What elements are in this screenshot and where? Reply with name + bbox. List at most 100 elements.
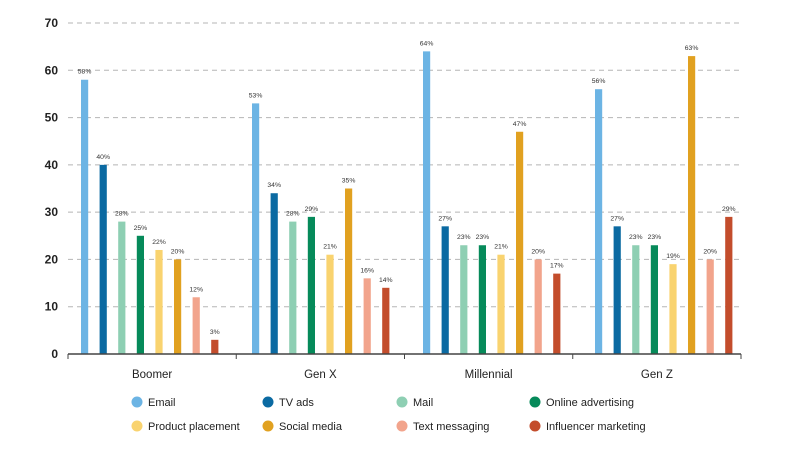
legend-item-social-media: Social media	[262, 420, 343, 433]
bar-boomer-text-messaging	[192, 297, 200, 354]
legend-label-mail: Mail	[413, 397, 433, 409]
bar-label-gen-x-product-placement: 21%	[323, 244, 337, 251]
bar-label-boomer-tv-ads: 40%	[96, 154, 110, 161]
y-tick-label-40: 40	[45, 158, 59, 172]
legend-item-influencer-marketing: Influencer marketing	[529, 420, 646, 433]
bar-label-gen-x-email: 53%	[249, 92, 263, 99]
bar-gen-z-product-placement	[669, 264, 677, 354]
bar-boomer-tv-ads	[99, 164, 107, 354]
bar-boomer-product-placement	[155, 249, 163, 354]
legend-label-online-advertising: Online advertising	[546, 397, 634, 409]
bar-gen-z-social-media	[688, 56, 696, 354]
bar-label-gen-z-mail: 23%	[629, 234, 643, 241]
bar-label-gen-z-social-media: 63%	[685, 45, 699, 52]
bar-label-gen-z-email: 56%	[592, 78, 606, 85]
bar-gen-z-email	[595, 89, 603, 354]
gridlines	[68, 22, 741, 308]
bar-label-gen-z-online-advertising: 23%	[648, 234, 662, 241]
bar-label-gen-z-text-messaging: 20%	[703, 248, 717, 255]
legend-item-email: Email	[131, 396, 176, 409]
bar-gen-x-tv-ads	[270, 193, 278, 354]
y-tick-label-60: 60	[45, 63, 59, 77]
x-axis-category-labels: Boomer Gen X Millennial Gen Z	[132, 369, 673, 381]
bar-label-millennial-influencer-marketing: 17%	[550, 263, 564, 270]
bar-millennial-social-media	[516, 131, 524, 354]
y-tick-label-20: 20	[45, 252, 59, 266]
legend-swatch-social-media	[262, 420, 274, 432]
bar-label-boomer-mail: 28%	[115, 211, 129, 218]
bar-millennial-mail	[460, 245, 468, 354]
y-tick-label-10: 10	[45, 300, 59, 314]
legend-label-influencer-marketing: Influencer marketing	[546, 421, 646, 433]
bar-gen-x-text-messaging	[363, 278, 371, 354]
bar-millennial-online-advertising	[478, 245, 486, 354]
bars	[81, 51, 733, 354]
legend-swatch-tv-ads	[262, 396, 274, 408]
category-label-boomer: Boomer	[132, 369, 172, 381]
bar-label-millennial-online-advertising: 23%	[476, 234, 490, 241]
bar-boomer-online-advertising	[136, 235, 144, 354]
legend-swatch-influencer-marketing	[529, 420, 541, 432]
legend-label-text-messaging: Text messaging	[413, 421, 489, 433]
legend-label-product-placement: Product placement	[148, 421, 240, 433]
bar-label-millennial-email: 64%	[420, 40, 434, 47]
bar-label-millennial-social-media: 47%	[513, 121, 527, 128]
legend-item-text-messaging: Text messaging	[396, 420, 489, 433]
bar-label-gen-x-mail: 28%	[286, 211, 300, 218]
bar-millennial-influencer-marketing	[553, 273, 561, 354]
legend-item-mail: Mail	[396, 396, 433, 409]
x-axis	[67, 353, 742, 359]
y-axis-ticks: 0 10 20 30 40 50 60 70	[45, 16, 59, 361]
bar-gen-z-influencer-marketing	[725, 216, 733, 354]
legend-swatch-text-messaging	[396, 420, 408, 432]
bar-label-gen-z-product-placement: 19%	[666, 253, 680, 260]
bar-label-gen-x-online-advertising: 29%	[305, 206, 319, 213]
category-label-gen-z: Gen Z	[641, 369, 673, 381]
bar-gen-x-mail	[289, 221, 297, 354]
bar-gen-z-mail	[632, 245, 640, 354]
legend: Email TV ads Mail Online advertising Product…	[131, 396, 646, 433]
legend-label-tv-ads: TV ads	[279, 397, 314, 409]
y-tick-label-30: 30	[45, 205, 59, 219]
bar-label-millennial-mail: 23%	[457, 234, 471, 241]
bar-gen-x-online-advertising	[307, 216, 315, 354]
bar-boomer-social-media	[174, 259, 182, 354]
bar-value-labels: 58% 40% 28% 25% 22% 20% 12% 3% 53% 34% 28% 29% 21% 35…	[78, 40, 736, 335]
legend-swatch-online-advertising	[529, 396, 541, 408]
bar-label-boomer-product-placement: 22%	[152, 239, 166, 246]
bar-label-gen-x-text-messaging: 16%	[360, 267, 374, 274]
bar-millennial-tv-ads	[441, 226, 449, 354]
bar-label-millennial-tv-ads: 27%	[438, 215, 452, 222]
bar-millennial-email	[423, 51, 431, 354]
bar-gen-x-email	[252, 103, 260, 354]
category-label-gen-x: Gen X	[304, 369, 337, 381]
legend-item-online-advertising: Online advertising	[529, 396, 634, 409]
bar-label-gen-x-social-media: 35%	[342, 178, 356, 185]
legend-item-product-placement: Product placement	[131, 420, 240, 433]
bar-gen-z-online-advertising	[650, 245, 658, 354]
bar-millennial-product-placement	[497, 254, 505, 354]
bar-label-gen-z-tv-ads: 27%	[610, 215, 624, 222]
bar-label-boomer-social-media: 20%	[171, 248, 185, 255]
legend-label-social-media: Social media	[279, 421, 343, 433]
bar-label-gen-x-influencer-marketing: 14%	[379, 277, 393, 284]
bar-label-boomer-email: 58%	[78, 69, 92, 76]
bar-gen-z-tv-ads	[613, 226, 621, 354]
bar-millennial-text-messaging	[534, 259, 542, 354]
bar-gen-x-product-placement	[326, 254, 334, 354]
bar-label-boomer-influencer-marketing: 3%	[210, 329, 220, 336]
bar-label-millennial-product-placement: 21%	[494, 244, 508, 251]
bar-gen-x-social-media	[345, 188, 353, 354]
legend-swatch-mail	[396, 396, 408, 408]
bar-boomer-email	[81, 79, 89, 354]
bar-label-boomer-text-messaging: 12%	[189, 286, 203, 293]
bar-gen-x-influencer-marketing	[382, 287, 390, 354]
bar-label-boomer-online-advertising: 25%	[134, 225, 148, 232]
legend-item-tv-ads: TV ads	[262, 396, 314, 409]
y-tick-label-50: 50	[45, 111, 59, 125]
bar-label-millennial-text-messaging: 20%	[531, 248, 545, 255]
legend-swatch-email	[131, 396, 143, 408]
bar-boomer-influencer-marketing	[211, 339, 219, 354]
